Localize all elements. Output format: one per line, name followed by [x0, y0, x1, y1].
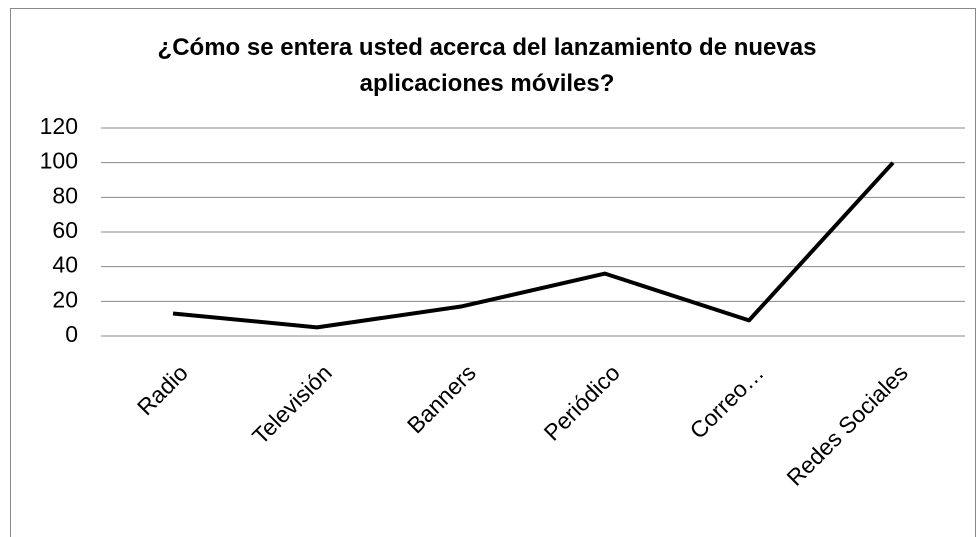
- line-series: [172, 161, 895, 330]
- chart-title: ¿Cómo se entera usted acerca del lanzami…: [157, 34, 817, 97]
- y-tick-label: 40: [52, 252, 78, 278]
- y-tick-label: 0: [65, 321, 78, 347]
- y-tick-label: 60: [52, 217, 78, 243]
- y-tick-label: 100: [40, 148, 78, 174]
- chart-frame: [10, 8, 976, 537]
- y-tick-label: 20: [52, 286, 78, 312]
- y-tick-label: 120: [40, 113, 78, 139]
- y-tick-label: 80: [52, 182, 78, 208]
